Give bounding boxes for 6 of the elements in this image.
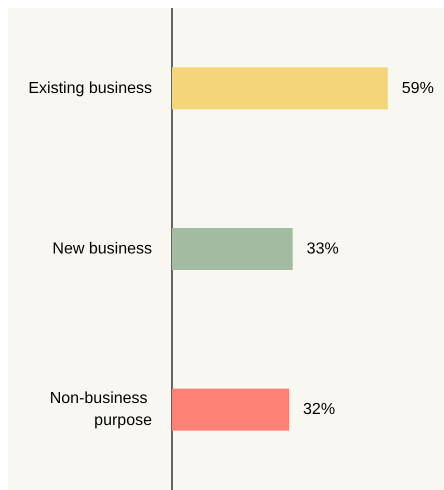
data-label: 33% — [306, 240, 339, 258]
data-label: 32% — [303, 401, 336, 418]
data-label: 59% — [402, 80, 434, 97]
y-tick-label: Existing business — [28, 80, 152, 97]
y-tick-label: New business — [52, 240, 152, 258]
y-tick-label: Non-business purpose — [50, 390, 152, 430]
